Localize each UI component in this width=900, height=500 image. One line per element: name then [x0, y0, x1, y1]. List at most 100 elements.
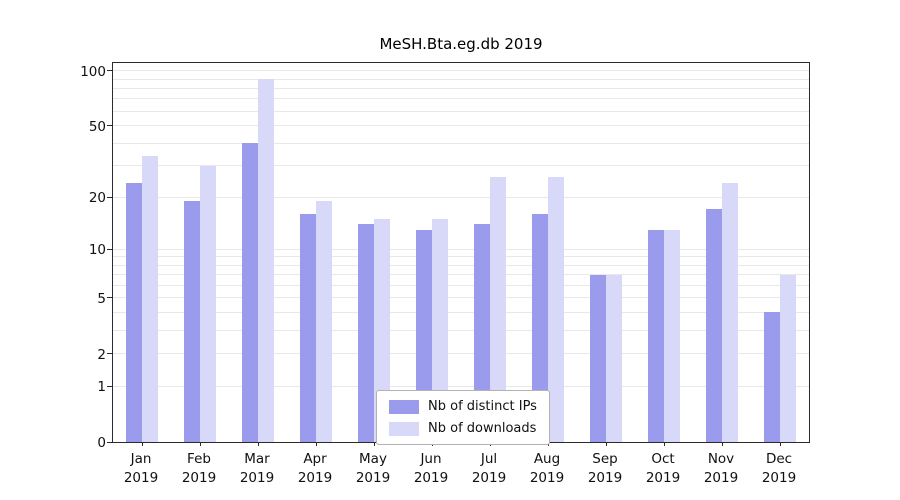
bar-distinct-ips-mar	[242, 143, 258, 442]
month-text: Jan	[130, 451, 152, 467]
gridline	[113, 196, 809, 198]
legend-label-distinct-ips: Nb of distinct IPs	[428, 399, 537, 414]
x-tick-label-jul: Jul 2019	[460, 450, 518, 488]
plot-area: Nb of distinct IPs Nb of downloads	[107, 62, 810, 446]
gridline	[113, 274, 809, 276]
month-text: Dec	[765, 451, 793, 467]
bar-distinct-ips-jan	[126, 182, 142, 442]
gridline	[113, 329, 809, 331]
y-tick-label: 50	[88, 118, 106, 135]
x-axis-labels: Jan 2019 Feb 2019 Mar 2019 Apr 2019 May 2019 Jun 20…	[112, 450, 810, 494]
month-text: Apr	[303, 451, 327, 467]
bar-downloads-oct	[664, 229, 680, 442]
month-text: Oct	[651, 451, 675, 467]
y-tick-label: 0	[97, 435, 106, 451]
bar-distinct-ips-sep	[590, 274, 606, 442]
y-tick-label: 5	[97, 290, 106, 307]
x-tick-mark	[605, 442, 607, 446]
bar-downloads-sep	[606, 274, 622, 442]
gridline	[113, 87, 809, 89]
x-tick-mark	[721, 442, 723, 446]
x-tick-label-nov: Nov 2019	[692, 450, 750, 488]
gridline	[113, 284, 809, 286]
y-tick-mark	[107, 441, 112, 443]
y-tick-mark	[107, 353, 112, 355]
legend-label-downloads: Nb of downloads	[428, 421, 537, 436]
x-tick-mark	[141, 442, 143, 446]
legend-swatch-0	[389, 399, 419, 414]
bar-downloads-jul	[490, 176, 506, 442]
year-text: 2019	[239, 469, 275, 486]
x-tick-label-jun: Jun 2019	[402, 450, 460, 488]
month-text: Jul	[480, 451, 498, 467]
gridline	[113, 311, 809, 313]
gridline	[113, 385, 809, 387]
gridline	[113, 142, 809, 144]
gridline	[113, 110, 809, 112]
legend: Nb of distinct IPs Nb of downloads	[376, 390, 550, 445]
x-tick-label-sep: Sep 2019	[576, 450, 634, 488]
y-tick-mark	[107, 125, 112, 127]
x-tick-label-mar: Mar 2019	[228, 450, 286, 488]
y-tick-mark	[107, 70, 112, 72]
x-tick-mark	[373, 442, 375, 446]
month-text: Feb	[187, 451, 211, 467]
bar-downloads-feb	[200, 165, 216, 442]
year-text: 2019	[703, 469, 739, 486]
x-tick-label-oct: Oct 2019	[634, 450, 692, 488]
bar-distinct-ips-may	[358, 224, 374, 442]
x-tick-label-aug: Aug 2019	[518, 450, 576, 488]
year-text: 2019	[355, 469, 391, 486]
y-tick-mark	[107, 248, 112, 250]
bar-distinct-ips-jul	[474, 224, 490, 442]
month-text: May	[359, 451, 387, 467]
bar-downloads-nov	[722, 182, 738, 442]
gridline	[113, 165, 809, 167]
year-text: 2019	[413, 469, 449, 486]
y-tick-mark	[107, 196, 112, 198]
y-tick-mark	[107, 385, 112, 387]
bar-downloads-jun	[432, 218, 448, 442]
bar-distinct-ips-feb	[184, 200, 200, 442]
legend-item-downloads: Nb of downloads	[389, 421, 537, 436]
bar-distinct-ips-dec	[764, 312, 780, 442]
y-tick-label: 1	[97, 379, 106, 396]
x-tick-mark	[199, 442, 201, 446]
year-text: 2019	[181, 469, 217, 486]
year-text: 2019	[529, 469, 565, 486]
year-text: 2019	[645, 469, 681, 486]
bar-distinct-ips-jun	[416, 229, 432, 442]
legend-swatch-1	[389, 421, 419, 436]
gridline	[113, 264, 809, 266]
y-tick-mark	[107, 297, 112, 299]
legend-item-distinct-ips: Nb of distinct IPs	[389, 399, 537, 414]
gridline	[113, 256, 809, 258]
y-tick-label: 20	[88, 190, 106, 206]
y-tick-label: 10	[88, 242, 106, 259]
bar-downloads-apr	[316, 200, 332, 442]
x-tick-label-dec: Dec 2019	[750, 450, 808, 488]
year-text: 2019	[761, 469, 797, 486]
bar-distinct-ips-apr	[300, 214, 316, 442]
bar-downloads-mar	[258, 79, 274, 442]
year-text: 2019	[587, 469, 623, 486]
gridline	[113, 78, 809, 80]
x-tick-mark	[663, 442, 665, 446]
bar-downloads-may	[374, 218, 390, 442]
chart-title: MeSH.Bta.eg.db 2019	[379, 35, 543, 53]
y-tick-label: 2	[97, 346, 106, 363]
month-text: Sep	[592, 451, 618, 467]
bar-distinct-ips-nov	[706, 209, 722, 442]
y-tick-label: 100	[80, 63, 106, 80]
x-tick-label-jan: Jan 2019	[112, 450, 170, 488]
year-text: 2019	[123, 469, 159, 486]
x-tick-label-apr: Apr 2019	[286, 450, 344, 488]
x-tick-label-may: May 2019	[344, 450, 402, 488]
bar-downloads-dec	[780, 274, 796, 442]
year-text: 2019	[297, 469, 333, 486]
gridline	[113, 98, 809, 100]
y-axis: 0 1 2 5 10 20 50 100	[0, 62, 106, 451]
month-text: Jun	[420, 451, 442, 467]
month-text: Aug	[533, 451, 561, 467]
